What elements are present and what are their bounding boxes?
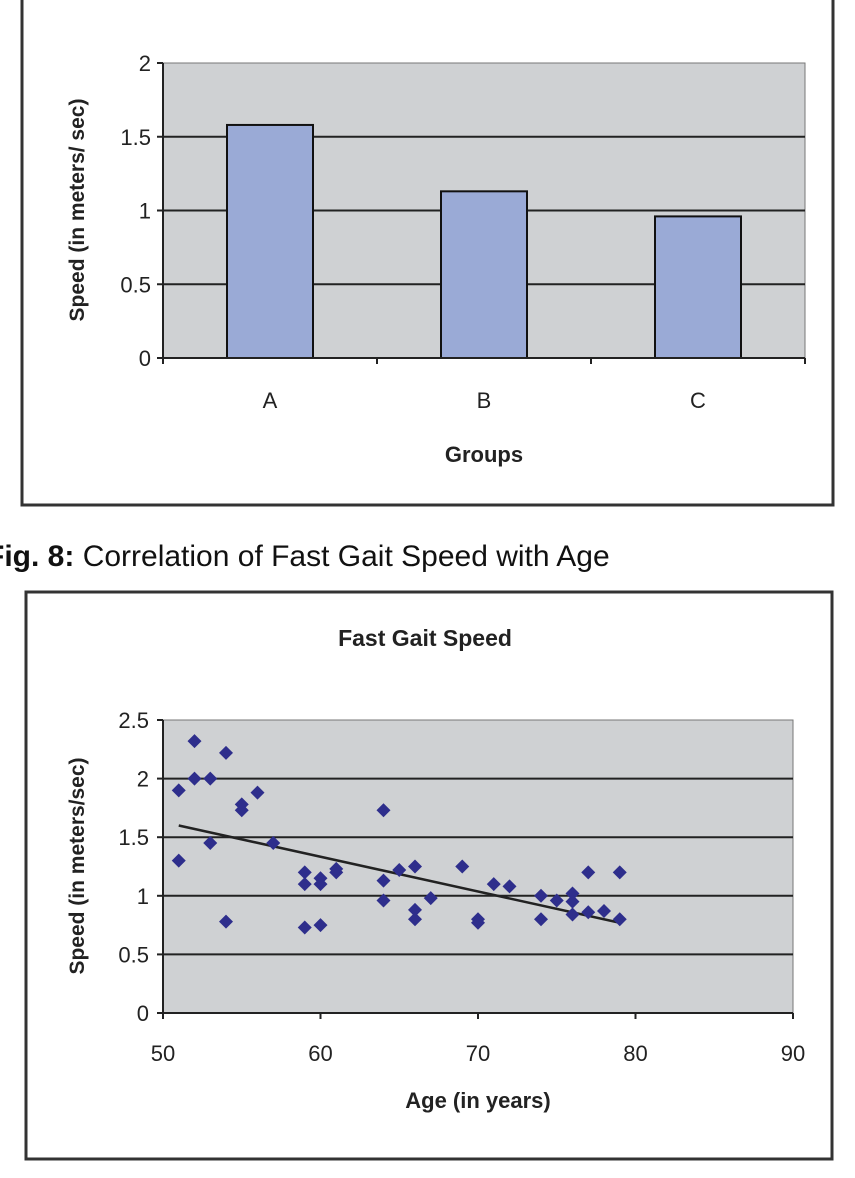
y-tick-label: 1 — [139, 199, 151, 224]
data-point — [376, 893, 391, 908]
figure-caption: Fig. 8: Correlation of Fast Gait Speed w… — [0, 540, 610, 574]
data-point — [219, 745, 233, 760]
data-point — [549, 893, 564, 908]
y-tick-label: 2 — [137, 767, 149, 792]
data-point — [297, 877, 312, 892]
data-point — [250, 785, 265, 800]
bar-A — [226, 123, 314, 359]
data-point — [408, 912, 422, 927]
data-point — [565, 886, 580, 901]
data-point — [597, 904, 611, 919]
y-tick-label: 0.5 — [118, 942, 149, 967]
x-tick-label: 70 — [466, 1041, 490, 1066]
y-tick-label: 1.5 — [120, 125, 151, 150]
x-tick-label: 50 — [151, 1041, 175, 1066]
y-tick-label: 0 — [137, 1001, 149, 1026]
data-point — [313, 918, 328, 933]
data-point — [392, 863, 407, 878]
y-tick-label: 0 — [139, 346, 151, 371]
data-point — [234, 803, 249, 818]
data-point — [313, 877, 328, 892]
data-point — [534, 888, 548, 903]
data-point — [423, 891, 438, 906]
x-tick-label: C — [690, 388, 706, 413]
data-point — [486, 877, 501, 892]
y-axis-title: Speed (in meters/ sec) — [66, 99, 89, 322]
data-point — [187, 771, 202, 786]
data-point — [297, 920, 312, 935]
bar-B — [440, 190, 528, 359]
bar-C — [654, 215, 742, 359]
figure-caption-text: Correlation of Fast Gait Speed with Age — [82, 540, 610, 573]
data-point — [376, 873, 391, 888]
data-point — [171, 853, 186, 868]
y-tick-label: 0.5 — [120, 272, 151, 297]
data-point — [581, 865, 596, 880]
data-point — [565, 894, 580, 909]
data-point — [329, 861, 344, 876]
data-point — [171, 783, 186, 798]
y-tick-label: 2 — [139, 51, 151, 76]
data-point — [219, 914, 233, 929]
y-axis-title: Speed (in meters/sec) — [66, 757, 89, 974]
data-point — [612, 912, 627, 927]
y-tick-label: 1 — [137, 884, 149, 909]
chart-title: Fast Gait Speed — [338, 625, 512, 651]
data-point — [187, 734, 202, 749]
data-point — [266, 836, 281, 851]
data-point — [455, 859, 470, 874]
data-point — [581, 905, 596, 920]
data-point — [408, 859, 422, 874]
data-point — [471, 915, 485, 930]
x-tick-label: 60 — [308, 1041, 332, 1066]
x-tick-label: B — [477, 388, 492, 413]
data-point — [376, 803, 391, 818]
data-point — [565, 907, 580, 922]
x-tick-label: 90 — [781, 1041, 805, 1066]
figure-label: Fig. 8: — [0, 540, 75, 573]
data-point — [502, 879, 517, 894]
x-axis-title: Groups — [445, 442, 523, 467]
data-point — [203, 836, 218, 851]
data-point — [203, 771, 218, 786]
y-tick-label: 1.5 — [118, 825, 149, 850]
data-point — [297, 865, 312, 880]
data-point — [534, 912, 548, 927]
y-tick-label: 2.5 — [118, 708, 149, 733]
bar-chart: 0 0.5 1 1.5 2 A B C Groups Speed (in meters/ se… — [20, 0, 835, 507]
x-tick-label: 80 — [623, 1041, 647, 1066]
data-point — [612, 865, 627, 880]
x-tick-label: A — [263, 388, 278, 413]
data-point — [408, 902, 422, 917]
x-axis-title: Age (in years) — [405, 1088, 551, 1113]
plot-area — [162, 719, 794, 1014]
